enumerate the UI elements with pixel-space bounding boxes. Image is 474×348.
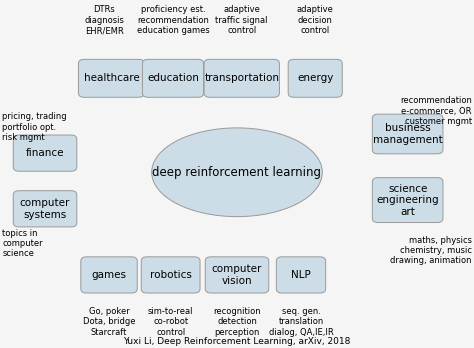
- Text: Go, poker
Dota, bridge
Starcraft: Go, poker Dota, bridge Starcraft: [83, 307, 135, 337]
- Text: recognition
detection
perception: recognition detection perception: [213, 307, 261, 337]
- Text: Yuxi Li, Deep Reinforcement Learning, arXiv, 2018: Yuxi Li, Deep Reinforcement Learning, ar…: [123, 337, 351, 346]
- FancyBboxPatch shape: [205, 257, 269, 293]
- Text: healthcare: healthcare: [83, 73, 139, 83]
- Text: sim-to-real
co-robot
control: sim-to-real co-robot control: [148, 307, 193, 337]
- Text: topics in
computer
science: topics in computer science: [2, 229, 43, 259]
- Text: computer
systems: computer systems: [20, 198, 70, 220]
- Text: education: education: [147, 73, 199, 83]
- Text: games: games: [91, 270, 127, 280]
- Text: DTRs
diagnosis
EHR/EMR: DTRs diagnosis EHR/EMR: [84, 5, 124, 35]
- Text: recommendation
e-commerce, OR
customer mgmt: recommendation e-commerce, OR customer m…: [400, 96, 472, 126]
- Text: pricing, trading
portfolio opt.
risk mgmt: pricing, trading portfolio opt. risk mgm…: [2, 112, 67, 142]
- Text: NLP: NLP: [291, 270, 311, 280]
- FancyBboxPatch shape: [288, 59, 342, 97]
- Text: science
engineering
art: science engineering art: [376, 183, 439, 217]
- Text: transportation: transportation: [204, 73, 279, 83]
- FancyBboxPatch shape: [13, 191, 77, 227]
- Text: finance: finance: [26, 148, 64, 158]
- Text: maths, physics
chemistry, music
drawing, animation: maths, physics chemistry, music drawing,…: [390, 236, 472, 266]
- Text: adaptive
traffic signal
control: adaptive traffic signal control: [216, 5, 268, 35]
- Text: seq. gen.
translation
dialog, QA,IE,IR: seq. gen. translation dialog, QA,IE,IR: [269, 307, 333, 337]
- FancyBboxPatch shape: [142, 59, 203, 97]
- FancyBboxPatch shape: [373, 177, 443, 223]
- FancyBboxPatch shape: [81, 257, 137, 293]
- FancyBboxPatch shape: [13, 135, 77, 171]
- Text: computer
vision: computer vision: [212, 264, 262, 286]
- FancyBboxPatch shape: [78, 59, 144, 97]
- FancyBboxPatch shape: [373, 114, 443, 154]
- Text: business
management: business management: [373, 123, 443, 145]
- FancyBboxPatch shape: [141, 257, 200, 293]
- FancyBboxPatch shape: [276, 257, 326, 293]
- Text: energy: energy: [297, 73, 333, 83]
- Text: robotics: robotics: [150, 270, 191, 280]
- Text: deep reinforcement learning: deep reinforcement learning: [153, 166, 321, 179]
- Text: proficiency est.
recommendation
education games: proficiency est. recommendation educatio…: [137, 5, 210, 35]
- FancyBboxPatch shape: [204, 59, 279, 97]
- Ellipse shape: [152, 128, 322, 216]
- Text: adaptive
decision
control: adaptive decision control: [297, 5, 334, 35]
